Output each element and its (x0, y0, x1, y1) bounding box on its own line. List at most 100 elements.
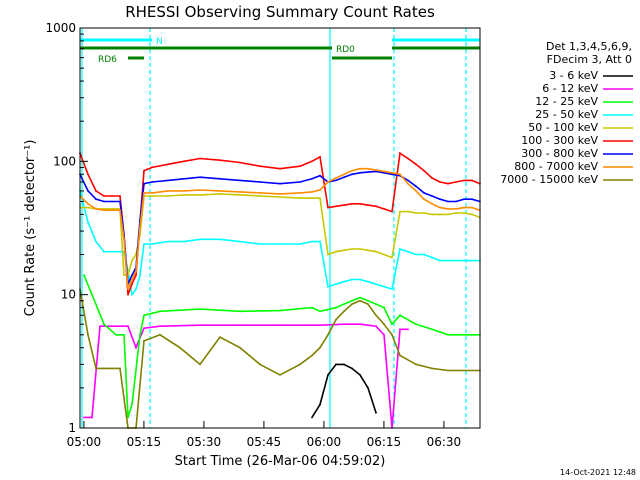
series-4-point (111, 250, 113, 253)
series-9-point (143, 340, 145, 342)
series-5-point (299, 197, 301, 200)
state-bar-label-1: N (156, 37, 163, 47)
plot-area: N RD0 RD6 (79, 28, 481, 429)
series-3-point (199, 308, 201, 310)
series-9-point (359, 299, 361, 302)
series-9-point (399, 354, 401, 357)
series-2-point (127, 325, 129, 328)
series-9-point (259, 363, 261, 366)
series-2-point (399, 328, 401, 331)
series-9-point (367, 303, 369, 305)
series-4-point (455, 259, 457, 262)
series-4-point (167, 240, 169, 243)
series-7-point (95, 198, 97, 201)
series-5-point (471, 213, 473, 216)
series-4-point (131, 293, 133, 296)
series-2-point (99, 325, 101, 328)
series-4-point (399, 248, 401, 250)
series-2-point (111, 325, 113, 328)
series-8-point (167, 190, 169, 192)
series-6-point (351, 202, 353, 205)
legend: Det 1,3,4,5,6,9,FDecim 3, Att 0 3 - 6 keV… (500, 40, 633, 186)
series-6-point (343, 204, 345, 207)
series-4-point (183, 240, 185, 243)
series-9-point (431, 367, 433, 370)
series-3-point (127, 416, 129, 419)
series-9-point (199, 363, 201, 366)
series-4-point (319, 240, 321, 243)
series-1-point (359, 374, 361, 376)
series-5-point (259, 195, 261, 197)
series-5-point (219, 193, 221, 195)
series-7-point (103, 200, 105, 203)
series-3-point (311, 306, 313, 309)
series-4-point (367, 280, 369, 283)
series-9-point (111, 367, 113, 370)
series-6-point (439, 181, 441, 183)
series-3-point (447, 333, 449, 336)
series-9-point (463, 369, 465, 372)
series-6-point (183, 160, 185, 163)
series-6-point (447, 182, 449, 185)
series-6-point (319, 156, 321, 158)
series-6-point (151, 166, 153, 169)
y-axis-label: Count Rate (s⁻¹ detector⁻¹) (23, 140, 38, 317)
series-6-point (259, 165, 261, 168)
series-4-point (95, 240, 97, 243)
series-6-point (167, 163, 169, 166)
series-6-point (143, 169, 145, 172)
series-3-point (343, 303, 345, 305)
series-4-point (423, 253, 425, 256)
series-2-point (407, 328, 409, 331)
series-1-point (375, 411, 377, 414)
series-8-point (431, 202, 433, 205)
series-8-point (131, 278, 133, 281)
series-6-point (455, 181, 457, 183)
series-7-point (199, 176, 201, 179)
series-8-point (359, 167, 361, 170)
series-3-point (431, 328, 433, 331)
series-6-point (219, 159, 221, 162)
series-5-point (439, 213, 441, 216)
series-8-point (463, 206, 465, 209)
series-4-point (199, 238, 201, 241)
series-3-point (463, 333, 465, 336)
series-7-point (143, 182, 145, 185)
series-line-1 (311, 363, 377, 418)
x-tick-label: 06:15 (367, 435, 402, 449)
series-6-point (327, 206, 329, 209)
series-7-point (391, 173, 393, 176)
series-5-point (335, 250, 337, 253)
series-9-point (375, 314, 377, 317)
series-7-point (219, 177, 221, 180)
series-4-point (343, 280, 345, 283)
series-6-point (135, 274, 137, 277)
series-4-point (335, 283, 337, 285)
series-4-point (447, 259, 449, 262)
series-2-point (91, 416, 93, 419)
series-9-point (103, 367, 105, 370)
series-7-point (111, 200, 113, 203)
series-4-point (259, 243, 261, 245)
series-3-point (239, 310, 241, 313)
series-7-point (359, 171, 361, 174)
series-7-point (471, 198, 473, 201)
series-5-point (351, 248, 353, 250)
series-4-point (103, 250, 105, 253)
series-6-point (127, 293, 129, 296)
y-tick-label: 1000 (45, 21, 76, 35)
state-bar-label-4: RD6 (98, 55, 117, 65)
series-7-point (311, 177, 313, 180)
series-9-point (179, 346, 181, 349)
series-2-point (279, 324, 281, 327)
series-8-point (259, 192, 261, 194)
series-6-point (367, 204, 369, 207)
series-6-point (431, 177, 433, 179)
series-8-point (143, 192, 145, 194)
series-8-point (351, 169, 353, 172)
series-7-point (463, 198, 465, 201)
series-5-point (151, 195, 153, 197)
series-4-point (311, 240, 313, 243)
series-2-point (311, 324, 313, 327)
series-3-point (375, 303, 377, 305)
